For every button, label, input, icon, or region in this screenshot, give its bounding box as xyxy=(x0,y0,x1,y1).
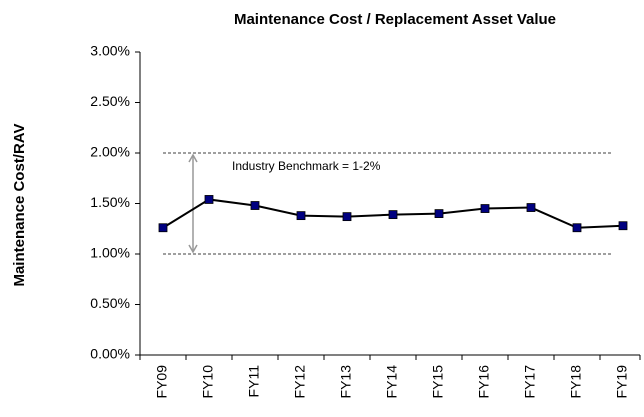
x-tick-label: FY09 xyxy=(154,365,170,399)
benchmark-label: Industry Benchmark = 1-2% xyxy=(232,159,381,173)
marker xyxy=(572,223,582,233)
x-tick-label: FY13 xyxy=(338,365,354,399)
x-tick-label: FY14 xyxy=(384,365,400,399)
x-tick-label: FY19 xyxy=(614,365,630,399)
marker xyxy=(388,210,398,220)
marker xyxy=(158,223,168,233)
marker xyxy=(434,209,444,219)
y-tick-label: 2.50% xyxy=(90,93,130,109)
y-tick-label: 0.50% xyxy=(90,295,130,311)
y-axis-label: Maintenance Cost/RAV xyxy=(11,123,28,286)
y-tick-label: 1.50% xyxy=(90,194,130,210)
y-tick-label: 0.00% xyxy=(90,346,130,362)
x-tick-label: FY17 xyxy=(522,365,538,399)
x-tick-label: FY16 xyxy=(476,365,492,399)
arrow-head xyxy=(188,153,198,163)
chart-title: Maintenance Cost / Replacement Asset Val… xyxy=(234,11,556,28)
y-tick-label: 3.00% xyxy=(90,43,130,59)
x-tick-label: FY11 xyxy=(246,365,262,398)
y-tick-label: 1.00% xyxy=(90,245,130,261)
x-tick-label: FY15 xyxy=(430,365,446,399)
marker xyxy=(250,201,260,210)
x-tick-label: FY10 xyxy=(200,365,216,399)
marker xyxy=(618,221,628,231)
arrow-head xyxy=(188,244,198,254)
marker xyxy=(296,211,306,221)
marker xyxy=(204,195,214,204)
y-tick-label: 2.00% xyxy=(90,144,130,160)
marker xyxy=(526,203,536,212)
marker xyxy=(342,212,352,222)
x-tick-label: FY12 xyxy=(292,365,308,399)
marker xyxy=(480,204,490,213)
x-tick-label: FY18 xyxy=(568,365,584,399)
